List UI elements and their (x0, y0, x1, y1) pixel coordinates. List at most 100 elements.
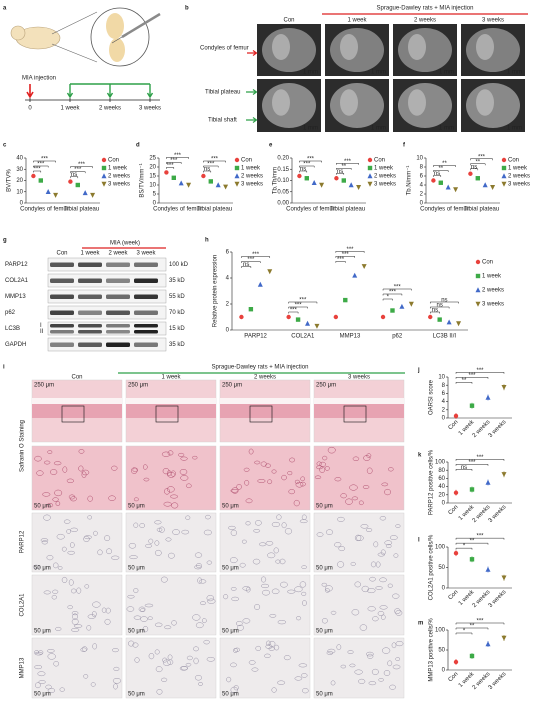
cell (193, 657, 199, 665)
sig-label: * (387, 295, 390, 301)
timeline-label: 3 weeks (139, 106, 161, 112)
cell (325, 529, 334, 535)
cell (273, 547, 279, 554)
cell (236, 483, 242, 490)
cell (180, 666, 188, 671)
cell (106, 548, 113, 555)
row-label: PARP12 (20, 530, 26, 553)
bone-detail (408, 89, 426, 116)
cell (133, 522, 139, 528)
sig-label: ns (300, 167, 306, 173)
cell (327, 648, 336, 654)
cell (192, 614, 201, 621)
x-tick-label: Condyles of femur (20, 207, 69, 213)
sig-bracket (203, 160, 226, 163)
cell (354, 581, 361, 588)
cell (358, 678, 366, 684)
cell (97, 549, 103, 556)
cell (71, 618, 79, 625)
column-header: 1 week (347, 18, 367, 24)
sig-label: *** (37, 162, 45, 168)
cell (197, 577, 202, 584)
cell (87, 614, 96, 619)
cell (279, 558, 286, 565)
cell (47, 688, 56, 693)
cell (280, 581, 288, 588)
bone-detail (272, 89, 290, 116)
cell (195, 563, 202, 569)
cell (92, 643, 98, 650)
cell (92, 601, 101, 608)
cell (203, 639, 210, 645)
y-tick-label: 0 (153, 201, 157, 207)
cell (380, 549, 386, 556)
red-arrow (26, 84, 34, 99)
sig-label: *** (307, 157, 315, 163)
histology-image (219, 574, 311, 636)
panel-letter: d (136, 143, 140, 149)
y-tick-label: 0 (442, 586, 446, 592)
y-axis-label: MMP13 positive cells/% (429, 618, 435, 682)
cell (383, 670, 391, 676)
cell (287, 589, 296, 594)
cell (131, 467, 138, 474)
sig-bracket (288, 301, 318, 304)
x-tick-label: MMP13 (340, 334, 361, 340)
cell (226, 676, 232, 683)
cell (395, 657, 401, 661)
panel-letter: b (185, 6, 189, 12)
cell (365, 527, 373, 532)
y-tick-label: 4 (226, 276, 230, 282)
protein-label: PARP12 (5, 262, 28, 268)
cell (139, 523, 145, 529)
panel-letter: l (418, 538, 420, 544)
histology-image (31, 445, 123, 511)
scale-label: 250 μm (222, 383, 242, 389)
band (50, 310, 74, 315)
zoom-line (51, 43, 98, 63)
cell (67, 605, 73, 610)
cell (55, 501, 61, 506)
data-point (361, 264, 367, 269)
cell (367, 653, 374, 659)
data-point (319, 182, 325, 188)
cell (148, 538, 154, 544)
cell (277, 680, 286, 685)
y-axis-label: Tb.N/mm⁻¹ (407, 166, 413, 196)
row-label: Tibial shaft (208, 118, 237, 124)
cell (360, 524, 369, 529)
x-tick-label: 3 weeks (488, 671, 508, 691)
cell (316, 461, 322, 466)
panel-letter: k (418, 453, 422, 459)
cell (68, 579, 74, 586)
y-tick-label: 0.15 (277, 167, 289, 173)
protein-label: MMP13 (5, 294, 26, 300)
scale-label: 1 mm (439, 70, 454, 76)
cell (244, 479, 250, 486)
x-tick-label: Tibial plateau (330, 207, 365, 213)
size-label: 35 kD (169, 278, 185, 284)
sig-bracket (336, 173, 345, 175)
cell (186, 483, 192, 489)
sig-label: ns (461, 465, 467, 471)
green-arrow (66, 84, 74, 99)
lane-label: 1 week (80, 251, 100, 257)
cell (84, 535, 92, 540)
cell (388, 467, 394, 472)
cell (268, 640, 276, 647)
cell (381, 482, 389, 487)
sig-label: ns (437, 303, 443, 309)
band (50, 278, 74, 283)
sig-label: *** (476, 619, 484, 625)
lane-label: 3 week (136, 251, 156, 257)
cell (56, 533, 65, 540)
panel-letter: c (3, 143, 7, 149)
cell (111, 555, 120, 560)
cell (299, 481, 306, 487)
cell (248, 448, 254, 455)
data-point (475, 176, 480, 181)
cell (81, 469, 90, 476)
sig-bracket (166, 162, 182, 164)
cell (46, 503, 54, 508)
data-point (453, 187, 459, 193)
